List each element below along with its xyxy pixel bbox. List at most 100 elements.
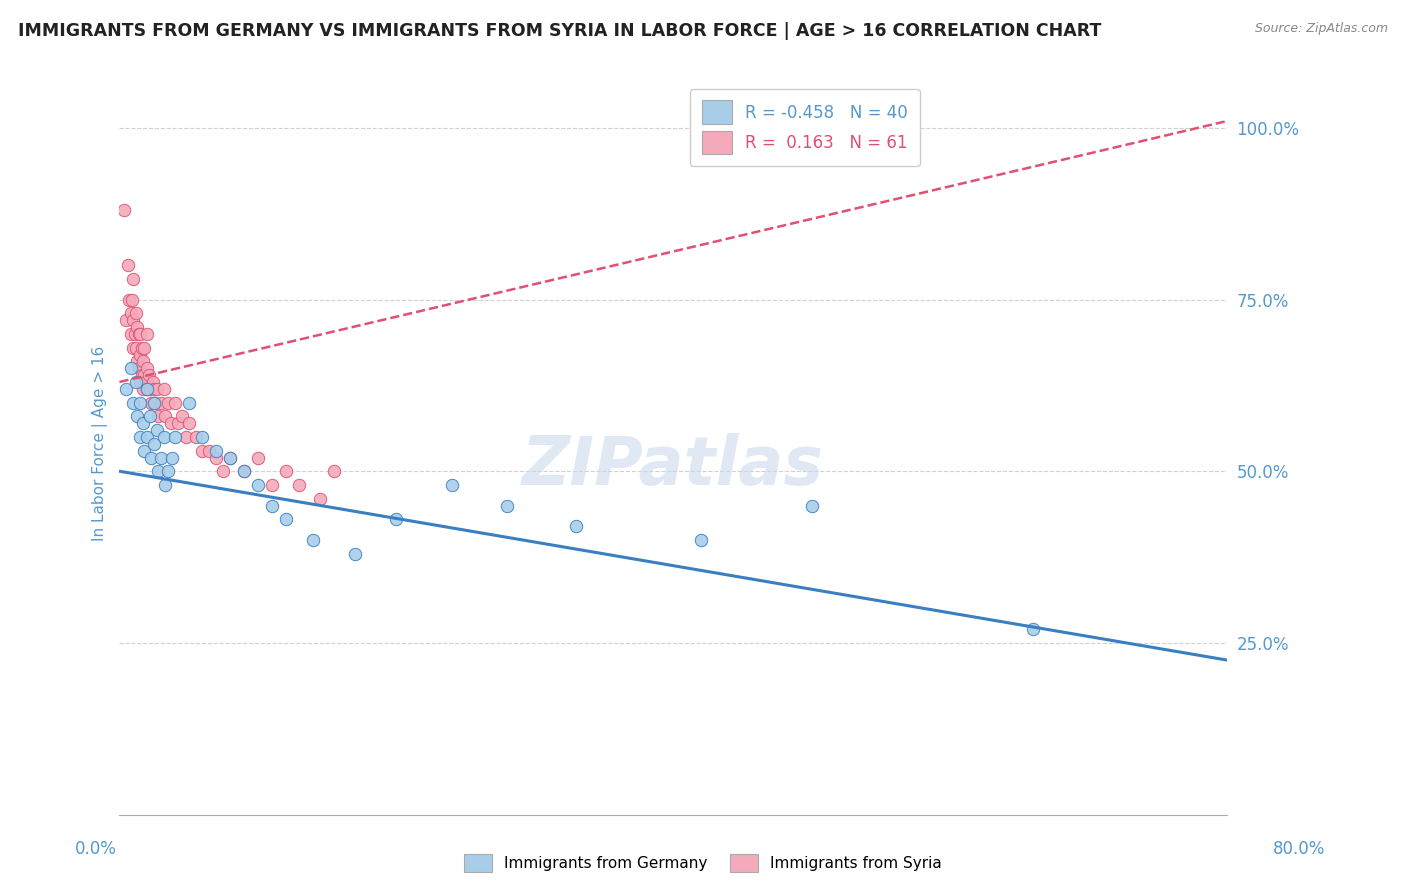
Point bbox=[198, 443, 221, 458]
Point bbox=[131, 341, 153, 355]
Point bbox=[309, 491, 332, 506]
Point bbox=[129, 326, 152, 341]
Point bbox=[129, 430, 152, 444]
Point bbox=[128, 326, 150, 341]
Point bbox=[565, 519, 588, 533]
Point bbox=[122, 341, 145, 355]
Text: ZIPatlas: ZIPatlas bbox=[522, 433, 824, 499]
Legend: Immigrants from Germany, Immigrants from Syria: Immigrants from Germany, Immigrants from… bbox=[457, 846, 949, 880]
Point bbox=[385, 512, 408, 526]
Point bbox=[136, 361, 159, 376]
Point bbox=[115, 313, 138, 327]
Point bbox=[170, 409, 193, 424]
Point bbox=[136, 326, 159, 341]
Point bbox=[125, 306, 148, 320]
Point bbox=[212, 464, 235, 478]
Point bbox=[177, 395, 200, 409]
Point bbox=[153, 478, 176, 492]
Point bbox=[152, 430, 174, 444]
Text: Source: ZipAtlas.com: Source: ZipAtlas.com bbox=[1254, 22, 1388, 36]
Point bbox=[191, 430, 214, 444]
Point bbox=[219, 450, 242, 465]
Point bbox=[205, 443, 228, 458]
Point bbox=[191, 443, 214, 458]
Point bbox=[136, 382, 159, 396]
Point bbox=[145, 395, 167, 409]
Point bbox=[118, 293, 141, 307]
Point bbox=[156, 395, 179, 409]
Point bbox=[689, 533, 711, 547]
Point bbox=[141, 395, 163, 409]
Point bbox=[177, 416, 200, 430]
Point bbox=[149, 395, 172, 409]
Point bbox=[139, 382, 162, 396]
Text: 0.0%: 0.0% bbox=[75, 840, 117, 858]
Point bbox=[800, 499, 823, 513]
Point bbox=[149, 450, 172, 465]
Point bbox=[142, 375, 165, 389]
Point bbox=[184, 430, 207, 444]
Point bbox=[1022, 622, 1045, 636]
Point bbox=[136, 382, 159, 396]
Point bbox=[132, 354, 155, 368]
Point bbox=[302, 533, 325, 547]
Point bbox=[323, 464, 346, 478]
Point bbox=[120, 306, 142, 320]
Point bbox=[129, 347, 152, 361]
Point bbox=[174, 430, 197, 444]
Point bbox=[125, 341, 148, 355]
Point bbox=[496, 499, 519, 513]
Point bbox=[122, 313, 145, 327]
Point bbox=[143, 395, 166, 409]
Point bbox=[160, 450, 183, 465]
Point bbox=[274, 512, 297, 526]
Point bbox=[233, 464, 256, 478]
Point bbox=[219, 450, 242, 465]
Point bbox=[138, 368, 160, 383]
Point bbox=[121, 293, 143, 307]
Point bbox=[146, 423, 169, 437]
Point bbox=[136, 430, 159, 444]
Point bbox=[143, 382, 166, 396]
Point bbox=[125, 375, 148, 389]
Point bbox=[163, 395, 186, 409]
Point bbox=[141, 450, 163, 465]
Point bbox=[156, 464, 179, 478]
Point bbox=[112, 203, 135, 218]
Point bbox=[131, 368, 153, 383]
Point bbox=[166, 416, 188, 430]
Point bbox=[440, 478, 463, 492]
Point bbox=[127, 409, 149, 424]
Point bbox=[128, 361, 150, 376]
Point bbox=[115, 382, 138, 396]
Point bbox=[163, 430, 186, 444]
Point bbox=[120, 361, 142, 376]
Point bbox=[146, 382, 169, 396]
Point bbox=[246, 478, 269, 492]
Point bbox=[260, 499, 283, 513]
Point bbox=[153, 409, 176, 424]
Point bbox=[122, 272, 145, 286]
Point bbox=[159, 416, 181, 430]
Point bbox=[134, 368, 156, 383]
Point bbox=[134, 341, 156, 355]
Point bbox=[132, 382, 155, 396]
Point bbox=[233, 464, 256, 478]
Point bbox=[134, 443, 156, 458]
Point bbox=[127, 320, 149, 334]
Point bbox=[152, 382, 174, 396]
Point bbox=[124, 326, 146, 341]
Point bbox=[139, 409, 162, 424]
Point bbox=[129, 395, 152, 409]
Point bbox=[343, 547, 366, 561]
Point bbox=[274, 464, 297, 478]
Y-axis label: In Labor Force | Age > 16: In Labor Force | Age > 16 bbox=[93, 346, 108, 541]
Point bbox=[143, 436, 166, 450]
Point bbox=[129, 375, 152, 389]
Point bbox=[148, 464, 170, 478]
Point bbox=[132, 416, 155, 430]
Text: 80.0%: 80.0% bbox=[1272, 840, 1326, 858]
Legend: R = -0.458   N = 40, R =  0.163   N = 61: R = -0.458 N = 40, R = 0.163 N = 61 bbox=[690, 88, 920, 166]
Text: IMMIGRANTS FROM GERMANY VS IMMIGRANTS FROM SYRIA IN LABOR FORCE | AGE > 16 CORRE: IMMIGRANTS FROM GERMANY VS IMMIGRANTS FR… bbox=[18, 22, 1102, 40]
Point bbox=[120, 326, 142, 341]
